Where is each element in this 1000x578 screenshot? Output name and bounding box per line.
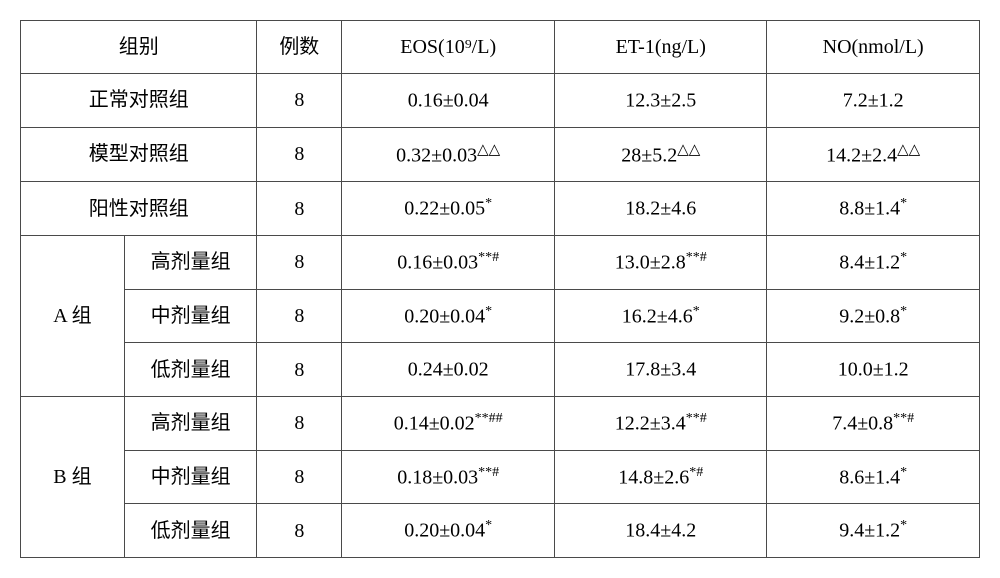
table-row: A 组 高剂量组 8 0.16±0.03**# 13.0±2.8**# 8.4±… [21,235,980,289]
cell-eos: 0.24±0.02 [342,343,555,397]
cell-eos: 0.16±0.04 [342,74,555,128]
header-no: NO(nmol/L) [767,21,980,74]
header-eos: EOS(10⁹/L) [342,21,555,74]
cell-no: 9.4±1.2* [767,504,980,558]
data-table: 组别 例数 EOS(10⁹/L) ET-1(ng/L) NO(nmol/L) 正… [20,20,980,558]
cell-eos: 0.16±0.03**# [342,235,555,289]
cell-count: 8 [257,504,342,558]
cell-et1: 13.0±2.8**# [555,235,767,289]
cell-group-sub: 中剂量组 [124,450,257,504]
header-group: 组别 [21,21,257,74]
table-row: 模型对照组 8 0.32±0.03△△ 28±5.2△△ 14.2±2.4△△ [21,127,980,182]
cell-group-sub: 高剂量组 [124,235,257,289]
cell-eos: 0.22±0.05* [342,182,555,236]
cell-et1: 18.2±4.6 [555,182,767,236]
cell-no: 8.8±1.4* [767,182,980,236]
cell-et1: 12.3±2.5 [555,74,767,128]
cell-et1: 14.8±2.6*# [555,450,767,504]
cell-count: 8 [257,343,342,397]
cell-count: 8 [257,74,342,128]
cell-eos: 0.18±0.03**# [342,450,555,504]
cell-et1: 18.4±4.2 [555,504,767,558]
cell-et1: 16.2±4.6* [555,289,767,343]
cell-et1: 12.2±3.4**# [555,396,767,450]
cell-group-main: A 组 [21,235,125,396]
cell-no: 8.4±1.2* [767,235,980,289]
cell-et1: 28±5.2△△ [555,127,767,182]
cell-group: 阳性对照组 [21,182,257,236]
cell-group: 正常对照组 [21,74,257,128]
table-row: 中剂量组 8 0.20±0.04* 16.2±4.6* 9.2±0.8* [21,289,980,343]
cell-no: 14.2±2.4△△ [767,127,980,182]
cell-no: 8.6±1.4* [767,450,980,504]
cell-group-sub: 高剂量组 [124,396,257,450]
table-row: 阳性对照组 8 0.22±0.05* 18.2±4.6 8.8±1.4* [21,182,980,236]
cell-count: 8 [257,450,342,504]
cell-eos: 0.14±0.02**## [342,396,555,450]
cell-group-main: B 组 [21,396,125,557]
table-row: 低剂量组 8 0.24±0.02 17.8±3.4 10.0±1.2 [21,343,980,397]
cell-eos: 0.20±0.04* [342,289,555,343]
cell-group-sub: 低剂量组 [124,504,257,558]
cell-count: 8 [257,289,342,343]
cell-no: 7.4±0.8**# [767,396,980,450]
header-et1: ET-1(ng/L) [555,21,767,74]
cell-et1: 17.8±3.4 [555,343,767,397]
cell-count: 8 [257,182,342,236]
cell-group-sub: 低剂量组 [124,343,257,397]
table-row: 正常对照组 8 0.16±0.04 12.3±2.5 7.2±1.2 [21,74,980,128]
cell-count: 8 [257,235,342,289]
cell-count: 8 [257,396,342,450]
cell-count: 8 [257,127,342,182]
cell-no: 7.2±1.2 [767,74,980,128]
table-row: B 组 高剂量组 8 0.14±0.02**## 12.2±3.4**# 7.4… [21,396,980,450]
cell-eos: 0.32±0.03△△ [342,127,555,182]
cell-no: 10.0±1.2 [767,343,980,397]
table-row: 中剂量组 8 0.18±0.03**# 14.8±2.6*# 8.6±1.4* [21,450,980,504]
cell-no: 9.2±0.8* [767,289,980,343]
cell-group-sub: 中剂量组 [124,289,257,343]
table-header-row: 组别 例数 EOS(10⁹/L) ET-1(ng/L) NO(nmol/L) [21,21,980,74]
header-count: 例数 [257,21,342,74]
cell-group: 模型对照组 [21,127,257,182]
table-row: 低剂量组 8 0.20±0.04* 18.4±4.2 9.4±1.2* [21,504,980,558]
cell-eos: 0.20±0.04* [342,504,555,558]
